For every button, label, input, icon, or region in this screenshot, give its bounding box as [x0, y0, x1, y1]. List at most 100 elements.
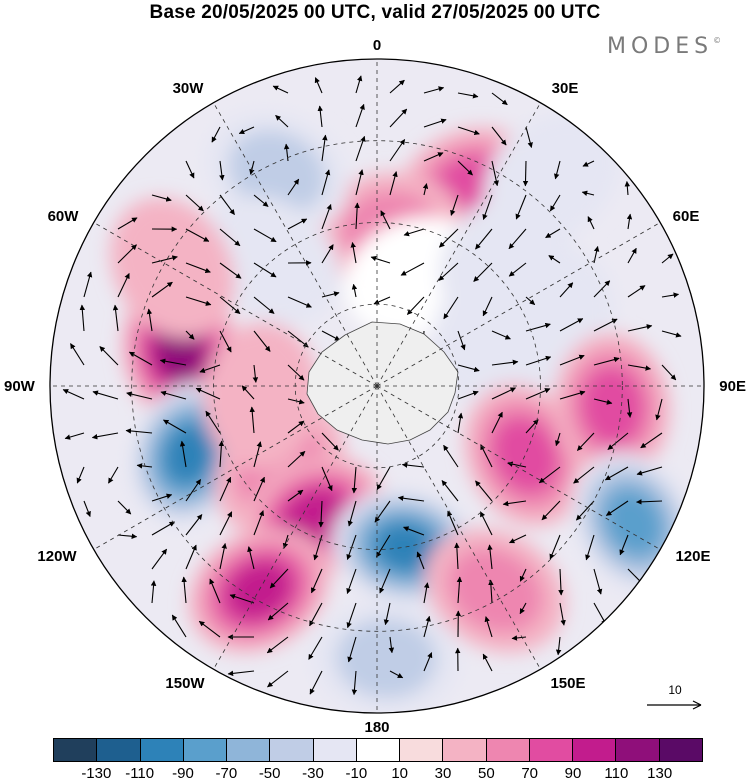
- wind-arrow: [389, 670, 404, 679]
- wind-arrow: [593, 398, 613, 405]
- wind-arrow: [287, 296, 312, 308]
- wind-arrow: [587, 216, 595, 230]
- label-60e: 60E: [673, 208, 700, 225]
- wind-arrow: [487, 544, 493, 570]
- anomaly-blob: [447, 548, 543, 633]
- wind-arrow: [558, 568, 564, 596]
- wind-arrow: [661, 292, 680, 298]
- wind-arrow: [318, 500, 324, 528]
- colorbar-tick-label: -70: [215, 765, 238, 782]
- wind-arrow: [661, 330, 682, 338]
- wind-arrow: [117, 217, 138, 230]
- wind-arrow: [287, 178, 300, 196]
- wind-arrow: [525, 322, 551, 332]
- wind-arrow: [525, 126, 533, 149]
- latitude-circle: [131, 140, 623, 632]
- colorbar-tick-label: -90: [172, 765, 194, 782]
- anomaly-blob: [203, 322, 320, 470]
- label-0: 0: [373, 37, 381, 54]
- wind-arrow: [475, 480, 493, 502]
- meridian-line: [93, 222, 378, 387]
- wind-arrow: [626, 398, 633, 418]
- colorbar-swatch: [54, 739, 98, 761]
- wind-arrow: [159, 358, 187, 366]
- wind-arrow: [252, 364, 259, 383]
- wind-arrow: [581, 190, 595, 196]
- wind-arrow: [457, 364, 480, 373]
- wind-arrow: [491, 359, 519, 366]
- wind-arrow: [525, 419, 539, 434]
- wind-arrow: [76, 466, 85, 484]
- wind-arrow: [627, 324, 653, 332]
- reference-vector-value: 10: [668, 683, 682, 697]
- label-90w: 90W: [4, 378, 36, 395]
- wind-arrow: [163, 419, 187, 434]
- label-180: 180: [364, 719, 389, 736]
- wind-arrow: [146, 308, 153, 332]
- wind-arrow: [112, 304, 119, 332]
- wind-arrow: [355, 75, 363, 94]
- wind-arrow: [661, 364, 677, 381]
- wind-arrow: [287, 450, 306, 468]
- wind-arrow: [287, 398, 305, 405]
- wind-arrow: [185, 296, 212, 306]
- label-120w: 120W: [37, 548, 77, 565]
- wind-arrow: [219, 194, 235, 216]
- wind-arrow: [185, 514, 203, 536]
- wind-arrow: [627, 364, 652, 371]
- wind-arrow: [508, 228, 527, 250]
- wind-arrow: [308, 636, 323, 660]
- colorbar-tick-label: 70: [521, 765, 538, 782]
- colorbar: [53, 738, 703, 762]
- wind-arrow: [389, 139, 406, 162]
- wind-arrow: [219, 160, 225, 181]
- colorbar-swatch: [573, 739, 617, 761]
- wind-arrow: [441, 480, 459, 502]
- wind-arrow: [422, 183, 429, 196]
- modes-logo: MODES©: [607, 34, 721, 59]
- wind-arrow: [355, 135, 366, 162]
- wind-arrow: [219, 476, 232, 502]
- wind-arrow: [619, 534, 629, 556]
- wind-arrow: [450, 194, 459, 216]
- wind-arrow: [559, 282, 574, 298]
- wind-arrow: [627, 285, 646, 298]
- wind-arrow: [92, 390, 119, 400]
- colorbar-tick-label: 50: [477, 765, 495, 782]
- wind-arrow: [439, 228, 459, 248]
- wind-arrow: [275, 114, 289, 128]
- wind-arrow: [219, 542, 227, 570]
- wind-arrow: [389, 108, 408, 128]
- colorbar-swatch: [486, 739, 530, 761]
- wind-arrow: [661, 253, 674, 264]
- wind-arrow: [266, 636, 289, 654]
- label-120e: 120E: [675, 548, 710, 565]
- anomaly-blob: [110, 197, 235, 339]
- label-60w: 60W: [48, 208, 80, 225]
- wind-arrow: [117, 244, 137, 264]
- wind-arrow: [267, 602, 289, 621]
- wind-arrow: [91, 432, 119, 440]
- wind-arrow: [488, 579, 494, 604]
- wind-arrow: [229, 593, 255, 604]
- wind-arrow: [219, 228, 241, 247]
- wind-arrow: [347, 636, 357, 663]
- wind-arrow: [253, 441, 262, 468]
- colorbar-tick-label: -110: [125, 765, 155, 782]
- wind-arrow: [559, 602, 566, 626]
- colorbar-swatch: [616, 739, 660, 761]
- wind-arrow: [423, 118, 447, 128]
- wind-arrow: [502, 500, 527, 507]
- meridian-line: [213, 102, 378, 387]
- wind-arrow: [151, 521, 175, 536]
- wind-arrow: [354, 202, 360, 230]
- wind-arrow: [125, 428, 153, 434]
- meridian-line: [376, 222, 661, 387]
- wind-arrow: [484, 616, 493, 638]
- anomaly-blob: [492, 416, 559, 494]
- wind-arrow: [253, 330, 271, 352]
- wind-arrow: [181, 576, 187, 604]
- wind-arrow: [309, 670, 323, 695]
- wind-arrow: [509, 534, 527, 544]
- wind-arrow: [219, 262, 242, 279]
